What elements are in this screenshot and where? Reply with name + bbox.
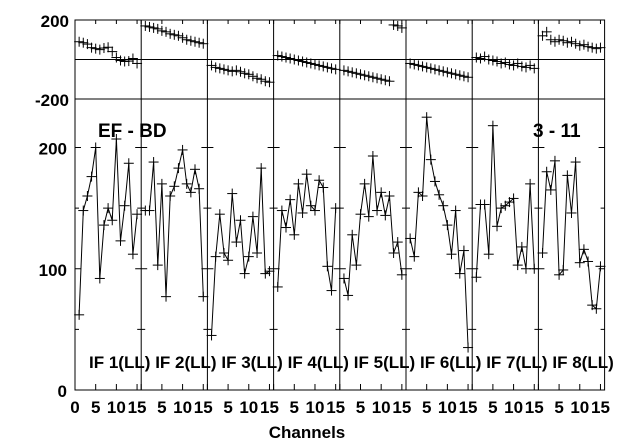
xtick-label: 15 [525, 398, 544, 417]
xtick-label: 15 [128, 398, 147, 417]
amplitude-ytick-label: 200 [39, 140, 67, 159]
panel-label: IF 3(LL) [221, 353, 282, 372]
panel-label: IF 4(LL) [288, 353, 349, 372]
title-left: EF - BD [98, 121, 167, 142]
amplitude-series-line [343, 155, 403, 296]
panel-label: IF 2(LL) [155, 353, 216, 372]
xtick-label: 10 [239, 398, 258, 417]
xtick-label: 10 [306, 398, 325, 417]
xtick-label: 15 [194, 398, 213, 417]
phase-panels [74, 19, 606, 88]
xtick-label: 5 [356, 398, 365, 417]
xtick-label: 10 [173, 398, 192, 417]
xtick-label: 10 [570, 398, 589, 417]
amplitude-series-line [542, 160, 601, 310]
xtick-label: 10 [107, 398, 126, 417]
amplitude-ytick-label: 100 [39, 261, 67, 280]
phase-ytick-label: 200 [41, 12, 69, 31]
xtick-label: 15 [326, 398, 345, 417]
amplitude-panels: IF 1(LL) IF 2(LL) IF 3(LL) IF 4(LL) IF 5(LL)… [74, 112, 614, 372]
xtick-label: 5 [488, 398, 497, 417]
xtick-label: 5 [290, 398, 299, 417]
xtick-label: 5 [422, 398, 431, 417]
amplitude-ytick-label: 0 [58, 382, 67, 401]
xtick-label: 10 [438, 398, 457, 417]
title-right: 3 - 11 [533, 121, 581, 142]
panel-label: IF 5(LL) [354, 353, 415, 372]
xtick-label: 0 [70, 398, 79, 417]
x-axis-label: Channels [269, 423, 346, 442]
xtick-label: 15 [392, 398, 411, 417]
amplitude-series-line [409, 117, 469, 348]
xtick-label: 5 [157, 398, 166, 417]
xtick-label: 5 [91, 398, 100, 417]
xtick-label: 15 [459, 398, 478, 417]
panel-label: IF 7(LL) [486, 353, 547, 372]
xtick-label: 5 [223, 398, 232, 417]
panel-label: IF 6(LL) [420, 353, 481, 372]
xtick-label: 15 [260, 398, 279, 417]
xtick-label: 5 [554, 398, 563, 417]
panel-label: IF 8(LL) [552, 353, 613, 372]
amplitude-series-line [211, 168, 270, 336]
xtick-label: 15 [591, 398, 610, 417]
xtick-label: 10 [504, 398, 523, 417]
panel-label: IF 1(LL) [89, 353, 150, 372]
phase-ytick-label: -200 [35, 91, 69, 110]
xtick-label: 10 [372, 398, 391, 417]
